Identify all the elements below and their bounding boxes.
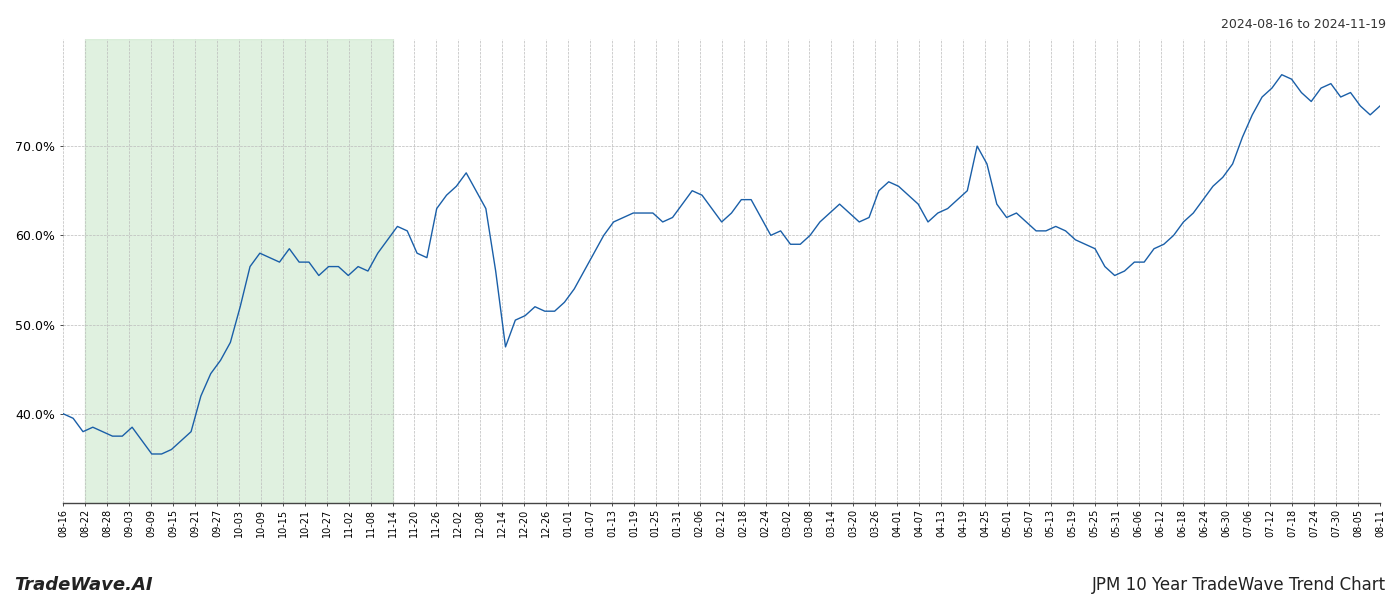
Bar — [85, 39, 392, 503]
Text: 2024-08-16 to 2024-11-19: 2024-08-16 to 2024-11-19 — [1221, 18, 1386, 31]
Text: JPM 10 Year TradeWave Trend Chart: JPM 10 Year TradeWave Trend Chart — [1092, 576, 1386, 594]
Text: TradeWave.AI: TradeWave.AI — [14, 576, 153, 594]
